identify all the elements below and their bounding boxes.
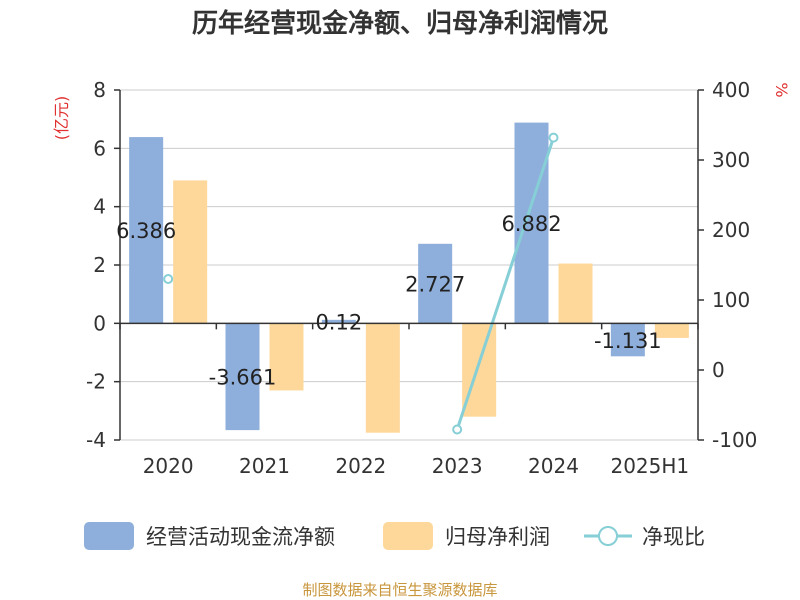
left-axis-tick-label: 4: [93, 195, 106, 219]
x-axis-category-label: 2024: [528, 454, 579, 478]
bar-net-profit: [558, 263, 593, 324]
right-axis-tick-label: -100: [712, 428, 757, 452]
x-axis-category-label: 2022: [335, 454, 386, 478]
x-axis-category-label: 2021: [239, 454, 290, 478]
right-axis-unit: %: [772, 82, 791, 97]
x-axis-category-label: 2025H1: [610, 454, 689, 478]
bar-net-profit: [654, 323, 689, 338]
legend-label: 归母净利润: [445, 525, 550, 549]
bar-operating-cashflow: [514, 122, 549, 324]
legend-label: 净现比: [642, 525, 705, 549]
bar-data-label: 6.882: [501, 212, 561, 236]
legend-swatch: [383, 522, 433, 550]
bar-operating-cashflow: [418, 243, 453, 324]
chart-title: 历年经营现金净额、归母净利润情况: [192, 8, 608, 39]
bar-operating-cashflow: [225, 323, 260, 431]
left-axis-tick-label: -4: [86, 428, 106, 452]
x-axis-category-label: 2020: [143, 454, 194, 478]
ratio-line-point: [548, 132, 559, 143]
bar-net-profit: [173, 180, 208, 324]
left-axis-tick-label: -2: [86, 370, 106, 394]
ratio-line-segment: [455, 137, 555, 430]
right-axis-tick-label: 400: [712, 78, 750, 102]
data-labels: 6.386 -3.661 0.12 2.727 6.882 -1.131: [116, 212, 662, 390]
right-axis-tick-label: 0: [712, 358, 725, 382]
axes: 8 6 4 2 0 -2 -4 400 300 200 100 0 -100 2020 2021 2022 20…: [86, 78, 757, 478]
bar-data-label: 2.727: [405, 273, 465, 297]
right-axis-tick-label: 200: [712, 218, 750, 242]
bar-operating-cashflow: [129, 137, 164, 324]
right-axis-tick-label: 100: [712, 288, 750, 312]
bar-data-label: 0.12: [315, 311, 362, 335]
bar-operating-cashflow: [321, 319, 356, 324]
bar-operating-cashflow: [610, 323, 645, 357]
left-axis-tick-label: 2: [93, 253, 106, 277]
bars: [129, 122, 689, 433]
x-axis-category-label: 2023: [432, 454, 483, 478]
bar-data-label: 6.386: [116, 219, 176, 243]
grid-lines: [120, 89, 698, 441]
ratio-line: [163, 132, 559, 435]
left-axis-tick-label: 0: [93, 311, 106, 335]
bar-net-profit: [269, 323, 304, 391]
source-note: 制图数据来自恒生聚源数据库: [302, 581, 497, 599]
bar-data-label: -1.131: [594, 329, 662, 353]
legend-swatch: [84, 522, 134, 550]
ratio-line-point: [452, 424, 463, 435]
right-axis-tick-label: 300: [712, 148, 750, 172]
left-axis-tick-label: 8: [93, 78, 106, 102]
legend-swatch-marker: [598, 526, 618, 546]
ratio-line-point: [163, 274, 174, 284]
left-axis-unit: (亿元): [52, 96, 71, 141]
legend-label: 经营活动现金流净额: [146, 525, 335, 549]
bar-net-profit: [365, 323, 400, 433]
legend: 经营活动现金流净额 归母净利润 净现比: [84, 522, 705, 550]
left-axis-tick-label: 6: [93, 136, 106, 160]
bar-data-label: -3.661: [209, 366, 277, 390]
